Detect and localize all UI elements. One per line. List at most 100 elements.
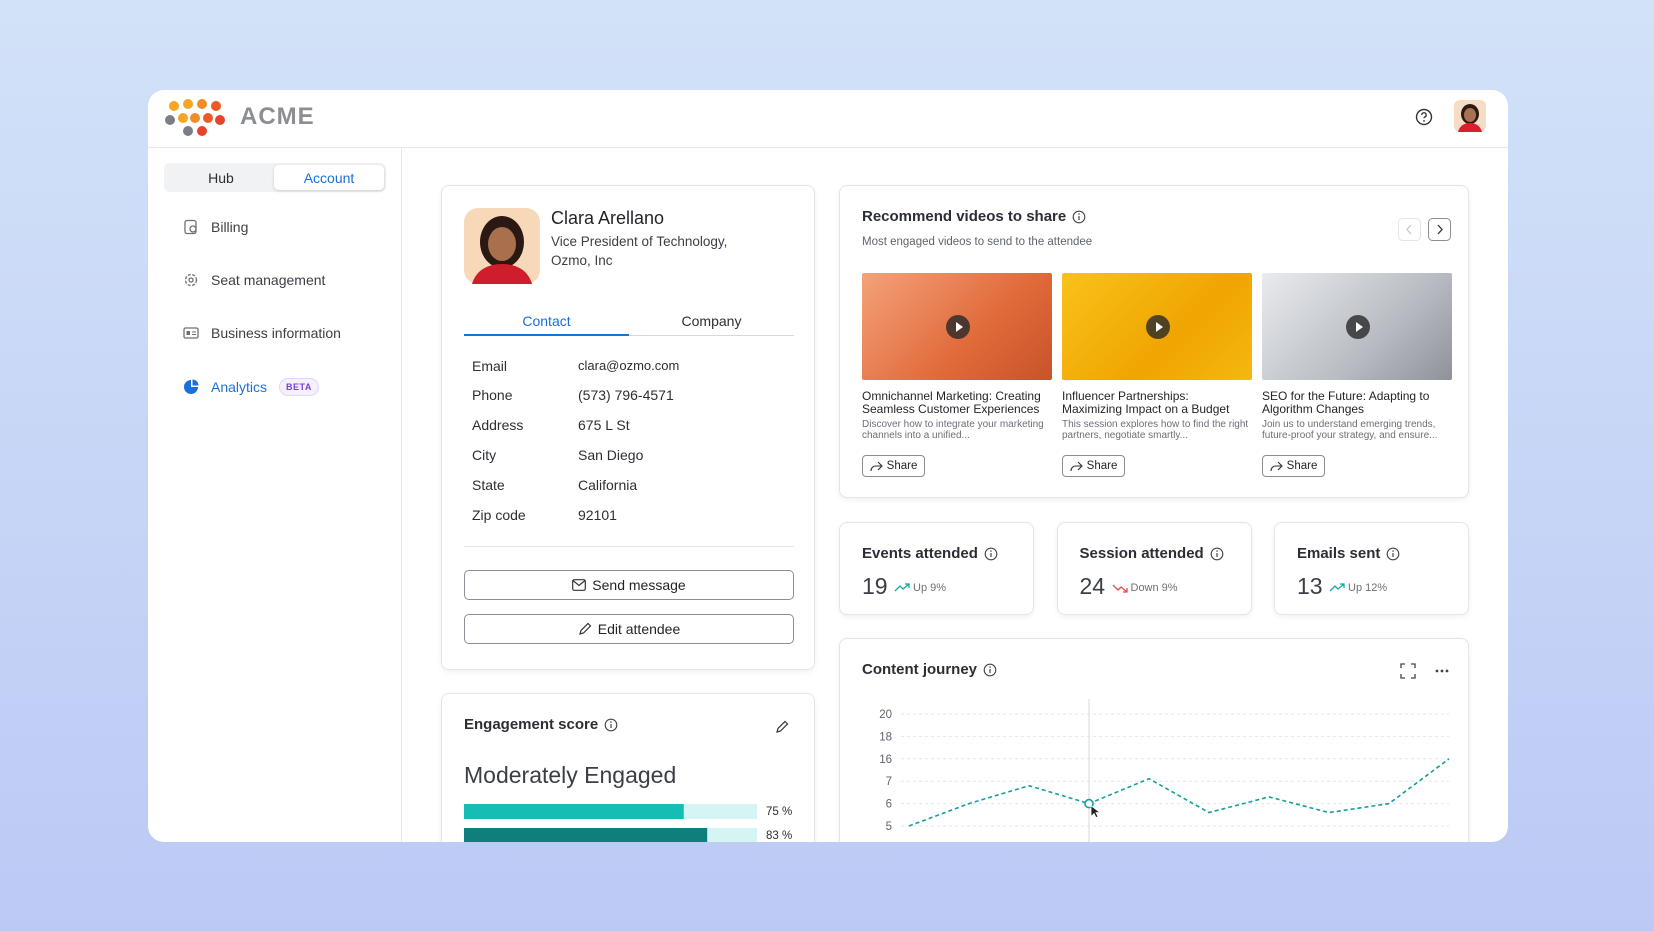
trend-icon <box>1112 584 1128 593</box>
stat-trend: Down 9% <box>1112 582 1178 594</box>
nav-label: Seat management <box>211 272 326 288</box>
share-icon <box>1070 461 1083 471</box>
field-value: 92101 <box>578 507 617 523</box>
icon <box>572 579 587 591</box>
tab-indicator <box>464 334 629 336</box>
contact-avatar <box>464 208 540 284</box>
bar <box>464 804 684 819</box>
field-value: San Diego <box>578 447 644 463</box>
bar-value-label: 83 % <box>766 830 792 842</box>
video-description: This session explores how to find the ri… <box>1062 419 1249 441</box>
share-icon <box>870 461 883 471</box>
content-journey-card: Content journey 20 18 16 7 6 5 <box>839 638 1469 842</box>
video-title: SEO for the Future: Adapting to Algorith… <box>1262 389 1430 416</box>
stat-card: Session attended 24 Down 9% <box>1056 522 1252 615</box>
share-icon <box>1270 461 1283 471</box>
nav-analytics[interactable]: Analytics BETA <box>183 378 319 396</box>
carousel-nav[interactable] <box>1398 218 1458 242</box>
video-thumbnail[interactable] <box>862 273 1052 380</box>
title-text: Content journey <box>862 661 977 678</box>
share-button[interactable]: Share <box>862 455 925 477</box>
nav-label: Analytics <box>211 379 268 395</box>
stat-value: 13 <box>1297 573 1323 599</box>
bar <box>464 828 708 842</box>
stat-card: Emails sent 13 Up 12% <box>1274 522 1469 615</box>
info-icon[interactable] <box>983 663 997 677</box>
field-label: State <box>472 477 505 493</box>
trend-icon <box>1329 583 1345 592</box>
nav-billing[interactable]: Billing <box>183 219 248 235</box>
cursor <box>1090 804 1102 819</box>
beta-badge: BETA <box>279 378 319 396</box>
share-label: Share <box>1286 460 1318 472</box>
help-icon[interactable] <box>1414 107 1434 127</box>
card-subtitle: Most engaged videos to send to the atten… <box>862 236 1093 248</box>
stat-value: 24 <box>1079 573 1106 599</box>
share-label: Share <box>1086 460 1118 472</box>
share-button[interactable]: Share <box>1262 455 1325 477</box>
card-title: Content journey <box>862 661 997 678</box>
tab-company[interactable]: Company <box>681 313 742 329</box>
send-message-button[interactable]: Send message <box>464 570 794 600</box>
video-title: Omnichannel Marketing: Creating Seamless… <box>862 389 1041 416</box>
nav-label: Business information <box>211 325 341 341</box>
icon <box>184 219 197 235</box>
stat-label: Emails sent <box>1297 545 1381 562</box>
chart-actions[interactable] <box>1400 663 1460 679</box>
stat-trend: Up 12% <box>1329 582 1387 594</box>
play-icon <box>1156 322 1163 332</box>
nav-business[interactable]: Business information <box>183 325 341 341</box>
video-description: Discover how to integrate your marketing… <box>862 419 1044 441</box>
info-icon <box>1387 547 1400 560</box>
tab-account[interactable]: Account <box>274 165 384 190</box>
video-thumbnail[interactable] <box>1262 273 1452 380</box>
info-icon[interactable] <box>1072 210 1086 224</box>
video-thumbnail[interactable] <box>1062 273 1252 380</box>
info-icon[interactable] <box>604 718 618 732</box>
play-button <box>1146 315 1170 339</box>
trend-text: Up 9% <box>913 582 947 594</box>
header: ACME <box>148 90 1508 148</box>
user-avatar[interactable] <box>1454 100 1486 132</box>
view-switch: Hub Account <box>164 163 386 192</box>
brand: ACME <box>240 103 315 130</box>
y-tick-label: 20 <box>879 709 892 721</box>
line-series <box>908 758 1450 827</box>
video-title: Influencer Partnerships: Maximizing Impa… <box>1062 389 1230 416</box>
videos-card: Recommend videos to share Most engaged v… <box>839 185 1469 498</box>
logo <box>165 99 225 136</box>
y-tick-label: 7 <box>886 776 892 788</box>
stat-title: Emails sent <box>1297 545 1400 562</box>
engagement-level: Moderately Engaged <box>464 762 677 788</box>
tab-contact[interactable]: Contact <box>522 313 571 329</box>
edit-icon[interactable] <box>775 720 789 734</box>
line-chart: 20 18 16 7 6 5 <box>879 699 1450 842</box>
y-tick-label: 18 <box>879 731 892 743</box>
field-value: clara@ozmo.com <box>578 358 680 373</box>
field-label: Email <box>472 358 508 374</box>
share-button[interactable]: Share <box>1062 455 1125 477</box>
card-title: Recommend videos to share <box>862 208 1086 225</box>
field-label: Address <box>472 417 524 433</box>
info-icon <box>1210 547 1224 560</box>
title-text: Engagement score <box>464 716 599 733</box>
trend-text: Up 12% <box>1348 582 1388 594</box>
tab-hub[interactable]: Hub <box>208 169 234 186</box>
engagement-card: Engagement score Moderately Engaged 75 %… <box>441 693 815 842</box>
contact-role: Vice President of Technology, Ozmo, Inc <box>551 234 728 268</box>
y-tick-label: 5 <box>886 821 892 833</box>
button-label: Edit attendee <box>597 621 681 637</box>
icon <box>184 273 198 287</box>
nav-seats[interactable]: Seat management <box>183 272 325 288</box>
stat-trend: Up 9% <box>894 582 946 594</box>
edit-attendee-button[interactable]: Edit attendee <box>464 614 794 644</box>
bar-value-label: 75 % <box>766 806 792 818</box>
contact-name: Clara Arellano <box>551 208 665 228</box>
app-window: ACME Hub Account Billing Seat management… <box>148 90 1508 842</box>
stat-label: Events attended <box>862 545 978 562</box>
share-label: Share <box>886 460 918 472</box>
trend-text: Down 9% <box>1130 582 1178 594</box>
stat-value: 19 <box>862 573 888 599</box>
divider <box>464 546 794 547</box>
